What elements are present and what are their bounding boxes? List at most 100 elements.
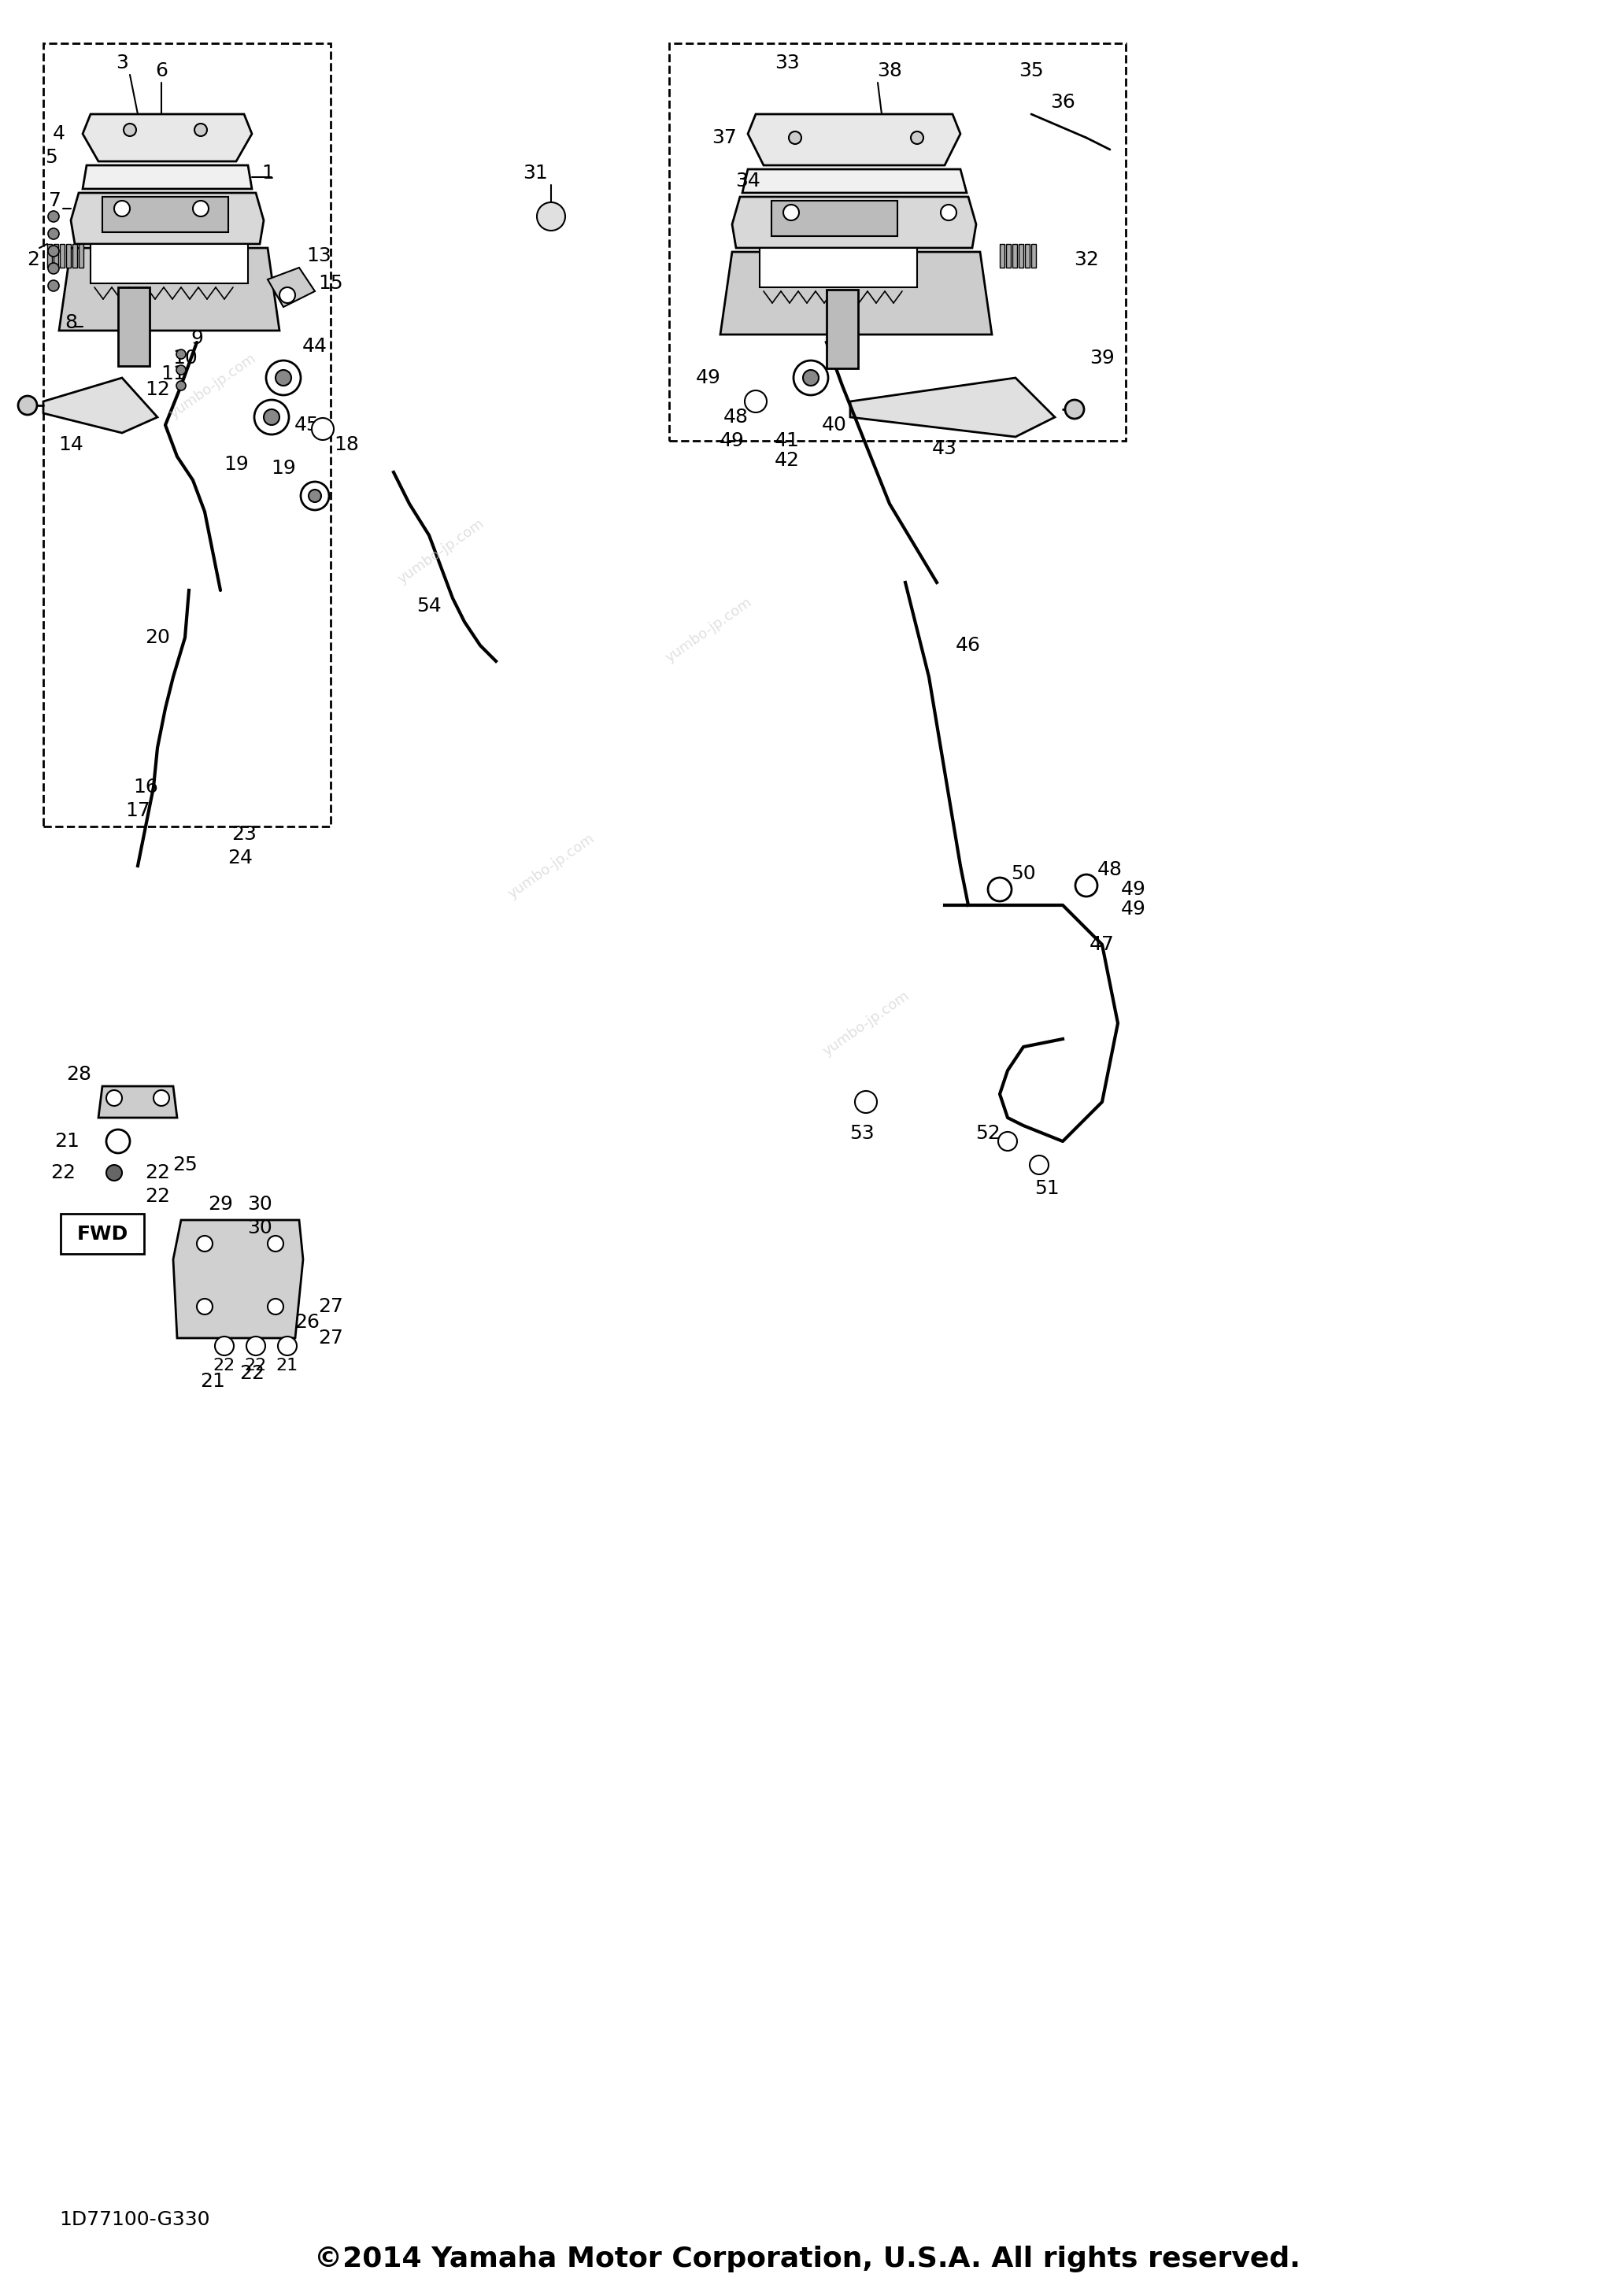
Text: 49: 49	[719, 432, 745, 450]
Bar	[60, 243, 65, 269]
Text: 46: 46	[955, 636, 981, 654]
Text: yumbo-jp.com: yumbo-jp.com	[819, 987, 911, 1058]
Circle shape	[911, 131, 923, 145]
Text: 48: 48	[724, 409, 748, 427]
Text: 21: 21	[55, 1132, 79, 1150]
Text: 32: 32	[1074, 250, 1098, 269]
Text: 30: 30	[247, 1194, 273, 1215]
Circle shape	[106, 1091, 123, 1107]
Circle shape	[1029, 1155, 1048, 1173]
Circle shape	[18, 395, 37, 416]
Bar	[79, 243, 84, 269]
Circle shape	[803, 370, 819, 386]
Circle shape	[255, 400, 289, 434]
Circle shape	[106, 1164, 123, 1180]
Bar	[1024, 243, 1029, 269]
Text: 6: 6	[155, 62, 168, 80]
Text: 12: 12	[145, 381, 169, 400]
Circle shape	[215, 1336, 234, 1355]
Circle shape	[197, 1300, 213, 1316]
Text: 19: 19	[271, 459, 295, 478]
Bar	[1019, 243, 1023, 269]
Polygon shape	[850, 379, 1055, 436]
Text: 41: 41	[774, 432, 800, 450]
Text: 29: 29	[208, 1194, 232, 1215]
Bar	[1000, 243, 1005, 269]
Polygon shape	[60, 248, 279, 331]
Text: 5: 5	[45, 147, 58, 168]
Text: 11: 11	[161, 365, 185, 383]
Text: 16: 16	[134, 778, 158, 797]
Text: 22: 22	[239, 1364, 265, 1382]
Polygon shape	[82, 165, 252, 188]
Polygon shape	[98, 1086, 177, 1118]
Circle shape	[247, 1336, 265, 1355]
Text: 10: 10	[173, 349, 197, 367]
Circle shape	[300, 482, 329, 510]
Polygon shape	[732, 197, 976, 248]
Polygon shape	[742, 170, 966, 193]
Circle shape	[197, 1235, 213, 1251]
Text: 1D77100-G330: 1D77100-G330	[60, 2211, 210, 2229]
Polygon shape	[71, 193, 263, 243]
Bar	[771, 200, 897, 236]
Text: 18: 18	[334, 436, 360, 455]
Text: yumbo-jp.com: yumbo-jp.com	[395, 517, 487, 585]
Text: yumbo-jp.com: yumbo-jp.com	[663, 595, 755, 666]
Circle shape	[48, 280, 60, 292]
Text: 49: 49	[1121, 879, 1147, 898]
Text: 21: 21	[200, 1373, 226, 1391]
Circle shape	[1065, 400, 1084, 418]
Text: 33: 33	[774, 53, 800, 73]
Text: 17: 17	[126, 801, 150, 820]
Bar	[118, 287, 150, 365]
Text: 27: 27	[318, 1297, 344, 1316]
Text: 49: 49	[1121, 900, 1147, 918]
Bar	[1007, 243, 1011, 269]
Text: 47: 47	[1089, 934, 1115, 953]
Text: 9: 9	[190, 328, 203, 349]
Text: 40: 40	[823, 416, 847, 434]
Text: 13: 13	[306, 246, 331, 266]
Bar	[826, 289, 858, 367]
Bar	[102, 197, 229, 232]
Text: 21: 21	[276, 1357, 298, 1373]
Text: 1: 1	[261, 163, 274, 184]
Circle shape	[268, 1235, 284, 1251]
Text: ©2014 Yamaha Motor Corporation, U.S.A. All rights reserved.: ©2014 Yamaha Motor Corporation, U.S.A. A…	[315, 2245, 1300, 2273]
Text: 22: 22	[213, 1357, 235, 1373]
Circle shape	[195, 124, 206, 135]
Circle shape	[268, 1300, 284, 1316]
Text: 51: 51	[1034, 1180, 1060, 1199]
Circle shape	[266, 360, 300, 395]
Circle shape	[176, 365, 185, 374]
Circle shape	[784, 204, 798, 220]
Text: 25: 25	[173, 1155, 197, 1173]
Text: 30: 30	[247, 1219, 273, 1238]
Circle shape	[279, 287, 295, 303]
Circle shape	[124, 124, 135, 135]
Text: 53: 53	[850, 1125, 874, 1143]
Polygon shape	[173, 1219, 303, 1339]
Circle shape	[998, 1132, 1018, 1150]
Circle shape	[48, 211, 60, 223]
Circle shape	[115, 200, 131, 216]
Text: 36: 36	[1050, 92, 1076, 113]
Circle shape	[794, 360, 827, 395]
Text: 22: 22	[245, 1357, 268, 1373]
Bar	[760, 248, 918, 287]
Text: 44: 44	[302, 338, 327, 356]
Text: 7: 7	[48, 191, 61, 211]
Text: 52: 52	[976, 1125, 1000, 1143]
Text: 14: 14	[58, 436, 84, 455]
Circle shape	[106, 1130, 131, 1153]
Text: 42: 42	[774, 450, 800, 471]
Circle shape	[48, 264, 60, 273]
Text: yumbo-jp.com: yumbo-jp.com	[505, 831, 597, 900]
Text: 19: 19	[224, 455, 248, 473]
Bar	[90, 243, 248, 282]
Polygon shape	[44, 379, 158, 434]
Circle shape	[48, 227, 60, 239]
Text: 48: 48	[1097, 861, 1123, 879]
Text: 28: 28	[66, 1065, 92, 1084]
